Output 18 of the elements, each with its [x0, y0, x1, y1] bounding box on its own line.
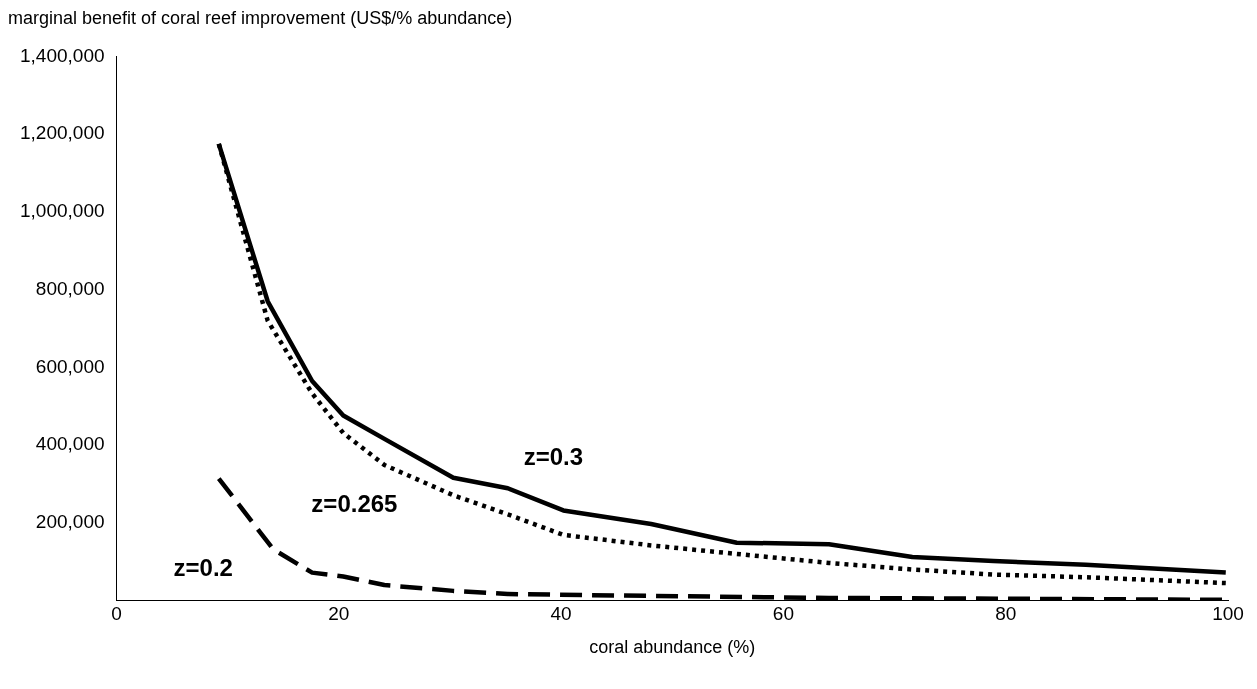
x-tick-label: 20	[328, 603, 350, 625]
x-tick-label: 80	[995, 603, 1017, 625]
y-tick-label: 1,000,000	[19, 200, 105, 222]
series-label: z=0.2	[173, 553, 233, 581]
x-tick-label: 100	[1212, 603, 1244, 625]
y-tick-label: 1,200,000	[19, 122, 105, 144]
y-tick-label: 800,000	[35, 277, 105, 299]
y-tick-label: 400,000	[35, 433, 105, 455]
x-tick-label: 40	[550, 603, 572, 625]
y-axis-title: marginal benefit of coral reef improvement (US$/% abundance)	[8, 8, 514, 29]
series-label: z=0.265	[311, 489, 398, 517]
x-tick-label: 0	[111, 603, 122, 625]
x-tick-label: 60	[772, 603, 794, 625]
y-tick-label: 1,400,000	[19, 44, 105, 66]
y-tick-label: 200,000	[35, 511, 105, 533]
series-label: z=0.3	[523, 443, 584, 471]
y-tick-label: 600,000	[35, 355, 105, 377]
x-axis-title: coral abundance (%)	[589, 637, 756, 658]
